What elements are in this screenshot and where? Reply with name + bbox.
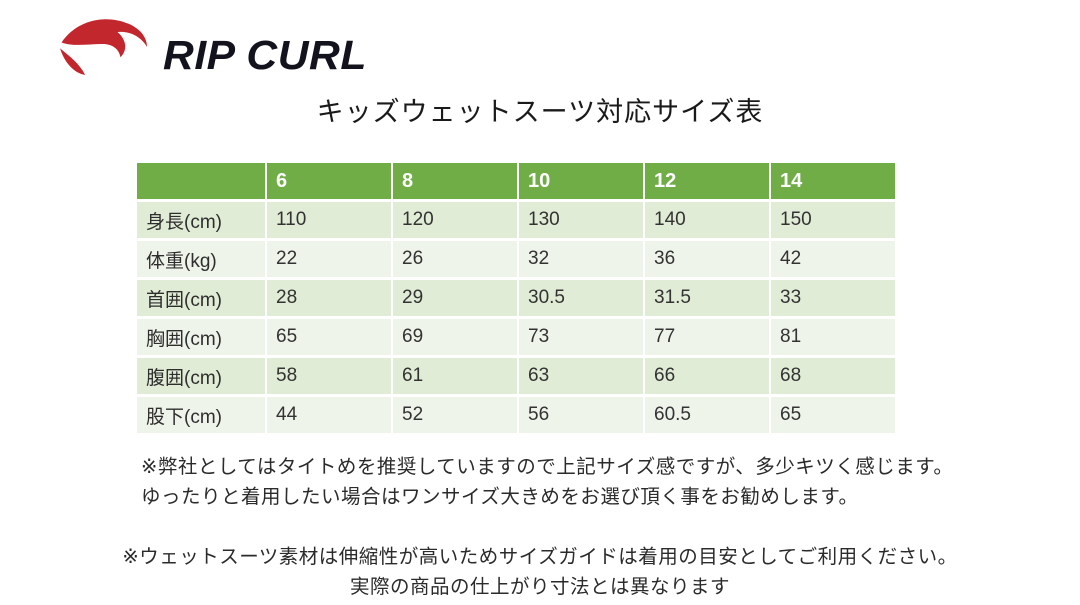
table-cell: 30.5 (519, 280, 645, 319)
row-label: 首囲(cm) (137, 280, 267, 319)
table-cell: 150 (771, 202, 897, 241)
row-label: 腹囲(cm) (137, 358, 267, 397)
header-cell-size-6: 6 (267, 163, 393, 202)
material-note-line-2: 実際の商品の仕上がり寸法とは異なります (349, 576, 730, 598)
table-cell: 33 (771, 280, 897, 319)
table-row-height: 身長(cm) 110 120 130 140 150 (137, 202, 897, 241)
material-note-line-1: ※ウェットスーツ素材は伸縮性が高いためサイズガイドは着用の目安としてご利用くださ… (122, 546, 958, 568)
fit-note: ※弊社としてはタイトめを推奨していますので上記サイズ感ですが、多少キツく感じます… (141, 452, 953, 512)
header-cell-size-8: 8 (393, 163, 519, 202)
table-cell: 42 (771, 241, 897, 280)
table-cell: 32 (519, 241, 645, 280)
table-cell: 28 (267, 280, 393, 319)
table-cell: 52 (393, 397, 519, 436)
fit-note-line-1: ※弊社としてはタイトめを推奨していますので上記サイズ感ですが、多少キツく感じます… (141, 456, 954, 478)
table-cell: 58 (267, 358, 393, 397)
row-label: 体重(kg) (137, 241, 267, 280)
table-cell: 22 (267, 241, 393, 280)
table-cell: 44 (267, 397, 393, 436)
row-label: 股下(cm) (137, 397, 267, 436)
header-cell-size-12: 12 (645, 163, 771, 202)
table-row-weight: 体重(kg) 22 26 32 36 42 (137, 241, 897, 280)
table-row-neck: 首囲(cm) 28 29 30.5 31.5 33 (137, 280, 897, 319)
brand-wordmark: RIP CURL (163, 31, 367, 78)
table-cell: 77 (645, 319, 771, 358)
table-cell: 26 (393, 241, 519, 280)
table-cell: 31.5 (645, 280, 771, 319)
fit-note-line-2: ゆったりと着用したい場合はワンサイズ大きめをお選び頂く事をお勧めします。 (141, 486, 859, 508)
table-cell: 60.5 (645, 397, 771, 436)
material-note: ※ウェットスーツ素材は伸縮性が高いためサイズガイドは着用の目安としてご利用くださ… (0, 542, 1080, 602)
table-cell: 29 (393, 280, 519, 319)
table-cell: 68 (771, 358, 897, 397)
table-cell: 110 (267, 202, 393, 241)
table-cell: 120 (393, 202, 519, 241)
header-cell-size-14: 14 (771, 163, 897, 202)
table-cell: 36 (645, 241, 771, 280)
row-label: 胸囲(cm) (137, 319, 267, 358)
table-cell: 61 (393, 358, 519, 397)
table-cell: 140 (645, 202, 771, 241)
table-cell: 81 (771, 319, 897, 358)
table-row-chest: 胸囲(cm) 65 69 73 77 81 (137, 319, 897, 358)
size-table: 6 8 10 12 14 身長(cm) 110 120 130 140 150 … (137, 163, 897, 436)
table-cell: 69 (393, 319, 519, 358)
table-cell: 65 (267, 319, 393, 358)
page-title: キッズウェットスーツ対応サイズ表 (316, 97, 764, 127)
table-cell: 73 (519, 319, 645, 358)
table-cell: 66 (645, 358, 771, 397)
table-row-inseam: 股下(cm) 44 52 56 60.5 65 (137, 397, 897, 436)
table-cell: 56 (519, 397, 645, 436)
table-cell: 63 (519, 358, 645, 397)
table-cell: 65 (771, 397, 897, 436)
table-header-row: 6 8 10 12 14 (137, 163, 897, 202)
header-cell-blank (137, 163, 267, 202)
wave-icon (57, 13, 153, 83)
table-row-waist: 腹囲(cm) 58 61 63 66 68 (137, 358, 897, 397)
header-cell-size-10: 10 (519, 163, 645, 202)
ripcurl-logo: RIP CURL (57, 12, 366, 84)
table-cell: 130 (519, 202, 645, 241)
row-label: 身長(cm) (137, 202, 267, 241)
